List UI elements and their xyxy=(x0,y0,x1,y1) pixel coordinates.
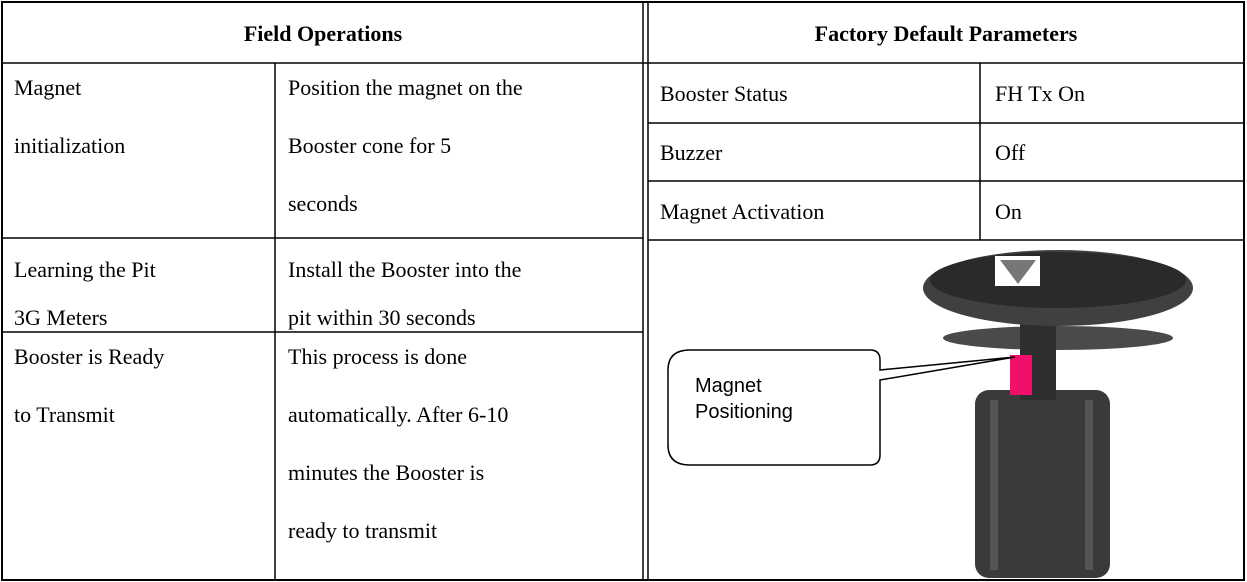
callout-text: Positioning xyxy=(695,401,793,423)
operation-name: Learning the Pit xyxy=(14,257,156,282)
operation-description: Booster cone for 5 xyxy=(288,133,451,158)
operation-name: to Transmit xyxy=(14,402,115,427)
booster-image xyxy=(667,250,1193,578)
parameter-name: Buzzer xyxy=(660,140,723,165)
parameter-value: On xyxy=(995,199,1022,224)
parameter-value: Off xyxy=(995,140,1026,165)
parameter-name: Magnet Activation xyxy=(660,199,824,224)
callout-text: Magnet xyxy=(695,375,762,397)
operation-description: pit within 30 seconds xyxy=(288,305,476,330)
operation-description: Position the magnet on the xyxy=(288,75,523,100)
operation-name: Booster is Ready xyxy=(14,344,164,369)
operation-description: This process is done xyxy=(288,344,467,369)
operation-name: Magnet xyxy=(14,75,81,100)
header-cell: Factory Default Parameters xyxy=(815,21,1078,46)
operation-name: initialization xyxy=(14,133,125,158)
header-cell: Field Operations xyxy=(244,21,403,46)
operation-description: ready to transmit xyxy=(288,518,437,543)
operation-description: seconds xyxy=(288,191,358,216)
operation-description: automatically. After 6-10 xyxy=(288,402,508,427)
operation-description: minutes the Booster is xyxy=(288,460,484,485)
parameter-name: Booster Status xyxy=(660,81,788,106)
operation-name: 3G Meters xyxy=(14,305,107,330)
operation-description: Install the Booster into the xyxy=(288,257,521,282)
parameter-value: FH Tx On xyxy=(995,81,1085,106)
